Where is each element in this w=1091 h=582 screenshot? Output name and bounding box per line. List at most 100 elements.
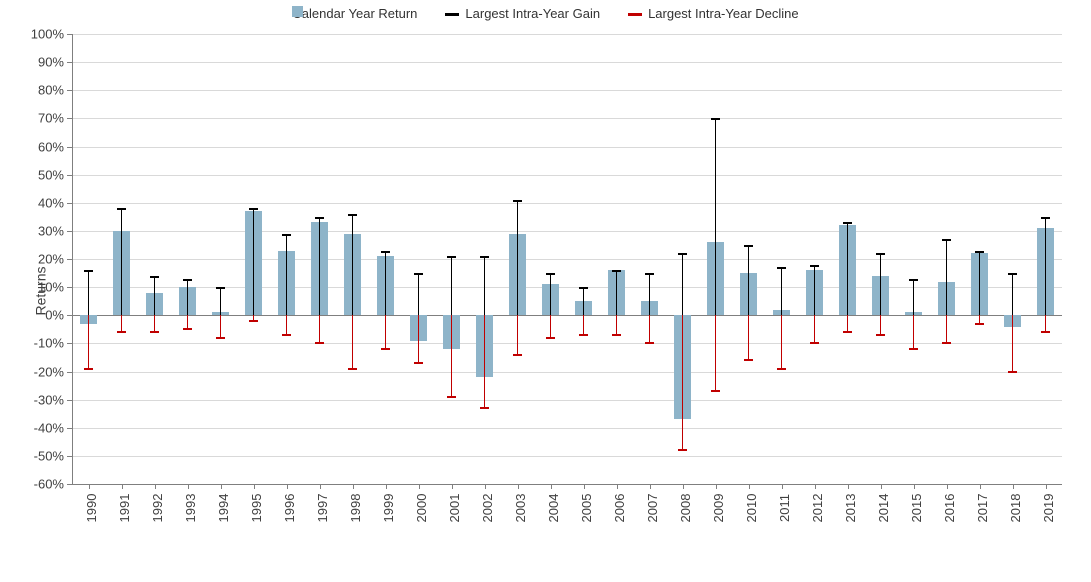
- x-tick-label: 1990: [84, 494, 99, 523]
- gain-cap: [843, 222, 852, 224]
- gain-cap: [678, 253, 687, 255]
- gain-cap: [150, 276, 159, 278]
- decline-cap: [876, 334, 885, 336]
- gridline: [72, 400, 1062, 401]
- decline-cap: [216, 337, 225, 339]
- y-tick-label: 80%: [38, 83, 64, 98]
- y-tick-label: 20%: [38, 252, 64, 267]
- gain-cap: [546, 273, 555, 275]
- legend-label: Calendar Year Return: [292, 6, 417, 21]
- gain-stem: [154, 276, 155, 315]
- legend-item: Largest Intra-Year Decline: [628, 6, 799, 21]
- decline-stem: [385, 315, 386, 349]
- decline-cap: [546, 337, 555, 339]
- decline-stem: [946, 315, 947, 343]
- gridline: [72, 231, 1062, 232]
- decline-cap: [447, 396, 456, 398]
- gain-stem: [385, 251, 386, 316]
- gridline: [72, 259, 1062, 260]
- gain-stem: [583, 287, 584, 315]
- gridline: [72, 372, 1062, 373]
- y-tick-label: -40%: [34, 420, 64, 435]
- gain-cap: [1008, 273, 1017, 275]
- decline-cap: [612, 334, 621, 336]
- y-tick-label: -10%: [34, 336, 64, 351]
- gain-cap: [447, 256, 456, 258]
- x-tick-label: 2009: [711, 494, 726, 523]
- gain-stem: [220, 287, 221, 315]
- x-tick-label: 2000: [414, 494, 429, 523]
- legend-item: Largest Intra-Year Gain: [445, 6, 600, 21]
- y-tick-label: 60%: [38, 139, 64, 154]
- x-tick-label: 1997: [315, 494, 330, 523]
- gain-stem: [517, 200, 518, 315]
- gridline: [72, 203, 1062, 204]
- gain-cap: [777, 267, 786, 269]
- gain-stem: [715, 118, 716, 315]
- gain-cap: [513, 200, 522, 202]
- gain-cap: [315, 217, 324, 219]
- decline-cap: [810, 342, 819, 344]
- gain-stem: [253, 208, 254, 315]
- gain-stem: [451, 256, 452, 315]
- decline-stem: [220, 315, 221, 338]
- legend-swatch: [292, 6, 303, 17]
- decline-cap: [1008, 371, 1017, 373]
- decline-cap: [513, 354, 522, 356]
- decline-cap: [645, 342, 654, 344]
- decline-cap: [84, 368, 93, 370]
- x-tick-label: 2018: [1008, 494, 1023, 523]
- x-tick-label: 2004: [546, 494, 561, 523]
- decline-stem: [484, 315, 485, 408]
- gain-cap: [711, 118, 720, 120]
- legend-swatch: [628, 13, 642, 16]
- decline-stem: [781, 315, 782, 368]
- decline-stem: [1012, 315, 1013, 371]
- gain-cap: [249, 208, 258, 210]
- decline-cap: [414, 362, 423, 364]
- decline-stem: [352, 315, 353, 368]
- x-tick-label: 1994: [216, 494, 231, 523]
- gain-stem: [1045, 217, 1046, 315]
- gain-stem: [550, 273, 551, 315]
- gain-cap: [975, 251, 984, 253]
- gain-cap: [942, 239, 951, 241]
- x-tick-label: 1993: [183, 494, 198, 523]
- x-tick-label: 2019: [1041, 494, 1056, 523]
- decline-stem: [319, 315, 320, 343]
- x-tick-label: 2015: [909, 494, 924, 523]
- decline-stem: [847, 315, 848, 332]
- gain-stem: [946, 239, 947, 315]
- y-tick-label: 40%: [38, 195, 64, 210]
- x-tick-label: 1996: [282, 494, 297, 523]
- x-tick-label: 2002: [480, 494, 495, 523]
- x-tick-label: 1998: [348, 494, 363, 523]
- decline-cap: [150, 331, 159, 333]
- gain-cap: [381, 251, 390, 253]
- decline-cap: [1041, 331, 1050, 333]
- x-tick-label: 2001: [447, 494, 462, 523]
- y-tick-label: 0%: [45, 308, 64, 323]
- x-tick-label: 2006: [612, 494, 627, 523]
- x-tick-label: 1992: [150, 494, 165, 523]
- legend: Calendar Year Return Largest Intra-Year G…: [0, 6, 1091, 21]
- returns-chart: Calendar Year Return Largest Intra-Year G…: [0, 0, 1091, 582]
- y-tick-label: 30%: [38, 223, 64, 238]
- decline-cap: [777, 368, 786, 370]
- gain-cap: [183, 279, 192, 281]
- gain-cap: [480, 256, 489, 258]
- decline-stem: [682, 315, 683, 450]
- gain-cap: [1041, 217, 1050, 219]
- decline-stem: [748, 315, 749, 360]
- decline-stem: [616, 315, 617, 335]
- gridline: [72, 428, 1062, 429]
- gridline: [72, 90, 1062, 91]
- decline-stem: [583, 315, 584, 335]
- decline-stem: [88, 315, 89, 368]
- gain-stem: [979, 251, 980, 316]
- y-axis-line: [72, 34, 73, 484]
- decline-stem: [154, 315, 155, 332]
- gain-cap: [84, 270, 93, 272]
- decline-cap: [744, 359, 753, 361]
- x-tick-label: 2016: [942, 494, 957, 523]
